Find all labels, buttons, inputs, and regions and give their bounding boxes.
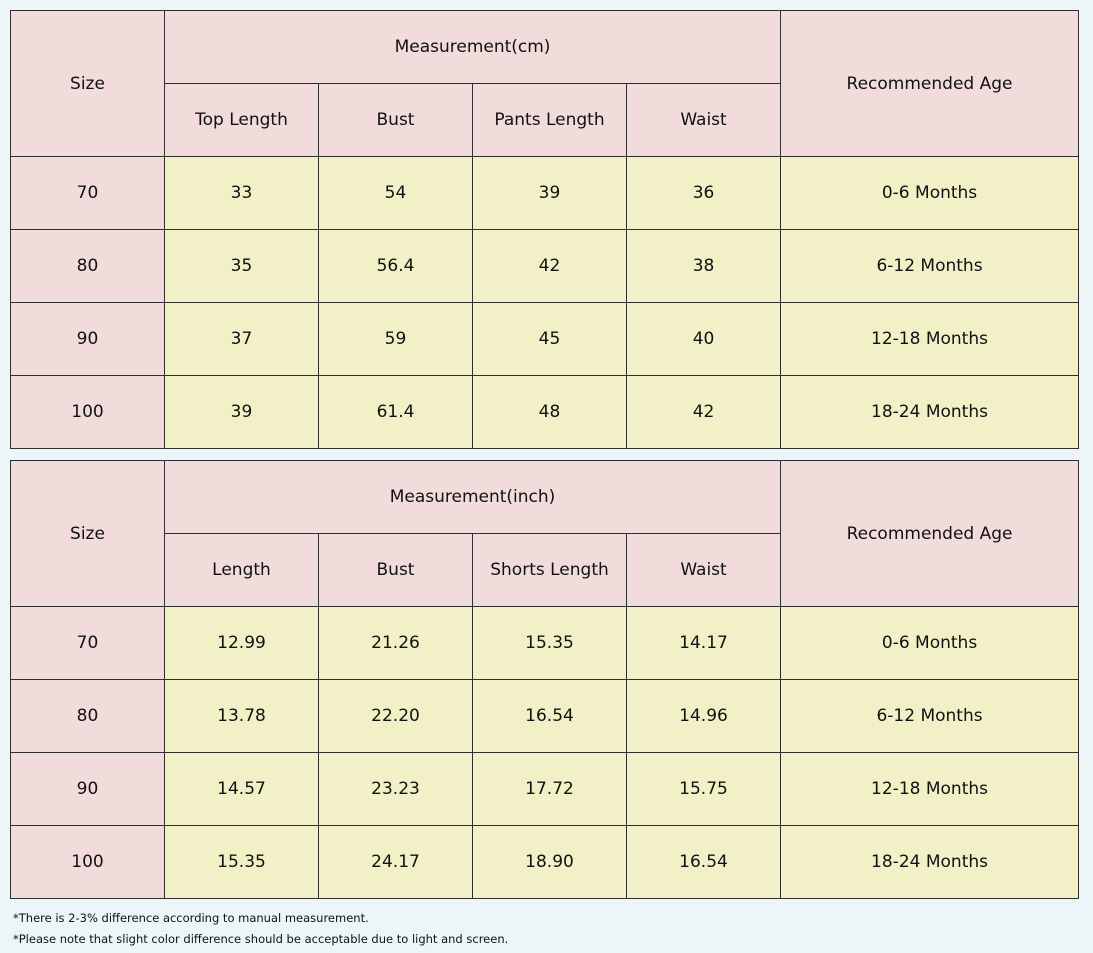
size-cell: 70 bbox=[10, 606, 165, 680]
value-cell: 36 bbox=[625, 156, 782, 230]
notes: *There is 2-3% difference according to m… bbox=[13, 908, 508, 950]
header-row: Length Bust Shorts Length Waist bbox=[11, 533, 1079, 607]
value-cell: 61.4 bbox=[318, 375, 473, 449]
value-cell: 24.17 bbox=[318, 825, 473, 899]
column-header: Top Length bbox=[164, 83, 319, 157]
size-header: Size bbox=[10, 460, 165, 607]
value-cell: 42 bbox=[625, 375, 782, 449]
value-cell: 15.35 bbox=[472, 606, 627, 680]
value-cell: 59 bbox=[318, 302, 473, 376]
column-header: Waist bbox=[625, 83, 782, 157]
value-cell: 14.17 bbox=[625, 606, 782, 680]
data-row: 90 14.57 23.23 17.72 15.75 12-18 Months bbox=[10, 752, 1080, 826]
value-cell: 38 bbox=[625, 229, 782, 303]
data-row: 70 33 54 39 36 0-6 Months bbox=[10, 156, 1080, 230]
age-header: Recommended Age bbox=[780, 10, 1080, 157]
data-row: 90 37 59 45 40 12-18 Months bbox=[10, 302, 1080, 376]
value-cell: 12.99 bbox=[164, 606, 319, 680]
note: *There is 2-3% difference according to m… bbox=[13, 911, 369, 925]
value-cell: 15.35 bbox=[164, 825, 319, 899]
data-row: 100 15.35 24.17 18.90 16.54 18-24 Months bbox=[10, 825, 1080, 899]
value-cell: 6-12 Months bbox=[780, 679, 1080, 753]
value-cell: 45 bbox=[472, 302, 627, 376]
size-table: Size Measurement(inch) Recommended Age Leng… bbox=[10, 460, 1080, 899]
size-cell: 100 bbox=[10, 825, 165, 899]
data-row: 80 35 56.4 42 38 6-12 Months bbox=[10, 229, 1080, 303]
value-cell: 13.78 bbox=[164, 679, 319, 753]
size-cell: 90 bbox=[10, 752, 165, 826]
header-row: Size Measurement(cm) Recommended Age bbox=[10, 10, 1080, 157]
column-header: Length bbox=[164, 533, 319, 607]
column-header: Bust bbox=[318, 533, 473, 607]
measurement-header: Measurement(cm) bbox=[163, 10, 782, 84]
column-header: Waist bbox=[625, 533, 782, 607]
size-cell: 100 bbox=[10, 375, 165, 449]
column-header: Bust bbox=[318, 83, 473, 157]
note: *Please note that slight color differenc… bbox=[13, 932, 509, 946]
value-cell: 33 bbox=[164, 156, 319, 230]
size-table: Size Measurement(cm) Recommended Age Top Le… bbox=[10, 10, 1080, 449]
data-row: 100 39 61.4 48 42 18-24 Months bbox=[10, 375, 1080, 449]
header-row: Top Length Bust Pants Length Waist bbox=[11, 83, 1079, 157]
value-cell: 54 bbox=[318, 156, 473, 230]
value-cell: 12-18 Months bbox=[780, 752, 1080, 826]
value-cell: 16.54 bbox=[472, 679, 627, 753]
value-cell: 18-24 Months bbox=[780, 825, 1080, 899]
header-row: Size Measurement(inch) Recommended Age bbox=[10, 460, 1080, 607]
value-cell: 0-6 Months bbox=[780, 606, 1080, 680]
value-cell: 37 bbox=[164, 302, 319, 376]
value-cell: 18-24 Months bbox=[780, 375, 1080, 449]
value-cell: 14.96 bbox=[625, 679, 782, 753]
value-cell: 17.72 bbox=[472, 752, 627, 826]
size-cell: 80 bbox=[10, 229, 165, 303]
value-cell: 35 bbox=[164, 229, 319, 303]
value-cell: 16.54 bbox=[625, 825, 782, 899]
data-row: 80 13.78 22.20 16.54 14.96 6-12 Months bbox=[10, 679, 1080, 753]
value-cell: 12-18 Months bbox=[780, 302, 1080, 376]
size-cell: 80 bbox=[10, 679, 165, 753]
value-cell: 40 bbox=[625, 302, 782, 376]
column-header: Pants Length bbox=[472, 83, 627, 157]
value-cell: 6-12 Months bbox=[780, 229, 1080, 303]
column-header: Shorts Length bbox=[472, 533, 627, 607]
value-cell: 48 bbox=[472, 375, 627, 449]
data-row: 70 12.99 21.26 15.35 14.17 0-6 Months bbox=[10, 606, 1080, 680]
value-cell: 42 bbox=[472, 229, 627, 303]
measurement-header: Measurement(inch) bbox=[163, 460, 782, 534]
age-header: Recommended Age bbox=[780, 460, 1080, 607]
value-cell: 18.90 bbox=[472, 825, 627, 899]
value-cell: 14.57 bbox=[164, 752, 319, 826]
size-cell: 70 bbox=[10, 156, 165, 230]
size-header: Size bbox=[10, 10, 165, 157]
value-cell: 21.26 bbox=[318, 606, 473, 680]
size-cell: 90 bbox=[10, 302, 165, 376]
value-cell: 15.75 bbox=[625, 752, 782, 826]
value-cell: 23.23 bbox=[318, 752, 473, 826]
value-cell: 39 bbox=[164, 375, 319, 449]
value-cell: 0-6 Months bbox=[780, 156, 1080, 230]
value-cell: 39 bbox=[472, 156, 627, 230]
value-cell: 22.20 bbox=[318, 679, 473, 753]
value-cell: 56.4 bbox=[318, 229, 473, 303]
